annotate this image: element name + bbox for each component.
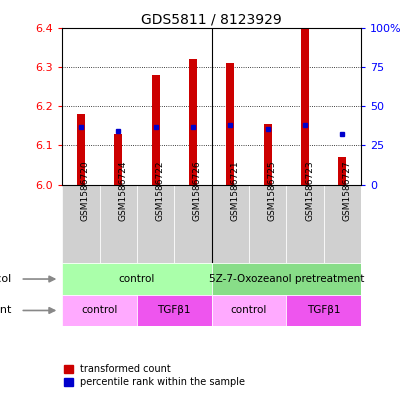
- Bar: [264, 124, 272, 185]
- Text: protocol: protocol: [0, 274, 12, 284]
- Text: GSM1586722: GSM1586722: [156, 161, 165, 221]
- Bar: [77, 114, 85, 185]
- Text: GSM1586727: GSM1586727: [342, 161, 352, 221]
- Text: GSM1586724: GSM1586724: [118, 161, 127, 221]
- Bar: [189, 59, 197, 185]
- Bar: [226, 63, 234, 185]
- Text: agent: agent: [0, 305, 12, 316]
- Bar: [338, 157, 347, 185]
- Text: GSM1586726: GSM1586726: [193, 161, 202, 221]
- Bar: [114, 134, 122, 185]
- Text: GSM1586725: GSM1586725: [268, 161, 277, 221]
- Bar: [249, 185, 286, 263]
- Bar: [62, 185, 100, 263]
- Bar: [137, 185, 174, 263]
- Bar: [212, 185, 249, 263]
- Text: GSM1586721: GSM1586721: [230, 161, 239, 221]
- Bar: [301, 28, 309, 185]
- Text: control: control: [81, 305, 118, 316]
- Bar: [174, 185, 212, 263]
- Bar: [151, 75, 160, 185]
- Text: GSM1586720: GSM1586720: [81, 161, 90, 221]
- Bar: [286, 295, 361, 326]
- Text: TGFβ1: TGFβ1: [307, 305, 340, 316]
- Bar: [62, 295, 137, 326]
- Bar: [324, 185, 361, 263]
- Bar: [137, 295, 212, 326]
- Text: GSM1586723: GSM1586723: [305, 161, 314, 221]
- Bar: [286, 185, 324, 263]
- Text: 5Z-7-Oxozeanol pretreatment: 5Z-7-Oxozeanol pretreatment: [209, 274, 364, 284]
- Bar: [212, 295, 286, 326]
- Text: TGFβ1: TGFβ1: [158, 305, 191, 316]
- Bar: [100, 185, 137, 263]
- Text: control: control: [231, 305, 267, 316]
- Legend: transformed count, percentile rank within the sample: transformed count, percentile rank withi…: [63, 363, 247, 388]
- Bar: [212, 263, 361, 295]
- Bar: [62, 263, 212, 295]
- Title: GDS5811 / 8123929: GDS5811 / 8123929: [141, 12, 282, 26]
- Text: control: control: [119, 274, 155, 284]
